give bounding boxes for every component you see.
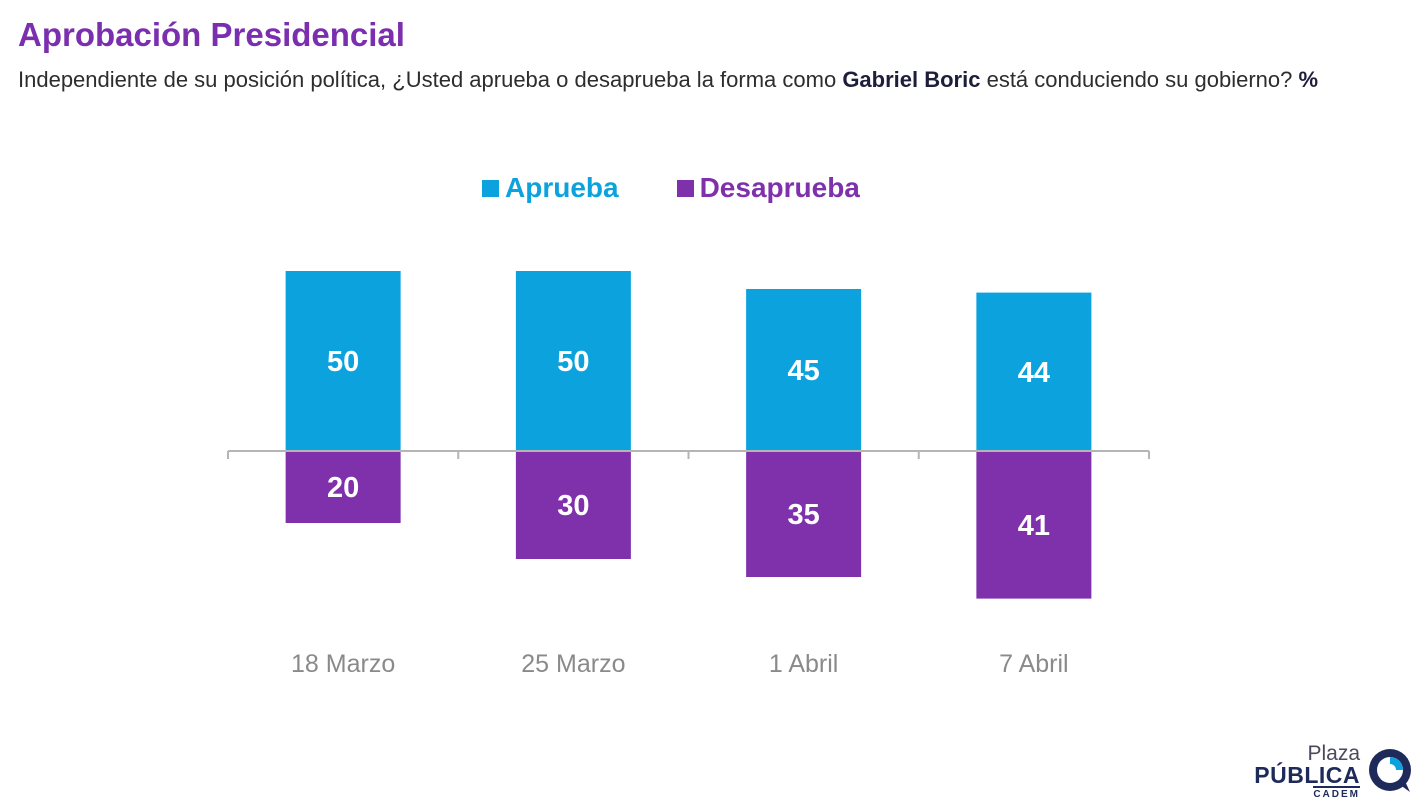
bar-desaprueba-2	[746, 451, 862, 577]
legend-label-desaprueba: Desaprueba	[699, 172, 860, 203]
question-text-pre: Independiente de su posición política, ¿…	[18, 67, 843, 92]
question-text-post: está conduciendo su gobierno?	[980, 67, 1299, 92]
category-label-2: 1 Abril	[769, 650, 838, 678]
logo-text-cadem: CADEM	[1313, 786, 1360, 800]
legend-item-desaprueba: Desaprueba	[676, 172, 860, 204]
data-label-desaprueba-2: 35	[787, 499, 819, 531]
data-label-desaprueba-1: 30	[557, 490, 589, 522]
category-label-3: 7 Abril	[999, 650, 1068, 678]
data-label-aprueba-0: 50	[327, 346, 359, 378]
bar-aprueba-1	[515, 271, 631, 451]
plaza-publica-cadem-logo: Plaza PÚBLICA CADEM	[1254, 742, 1418, 802]
question-unit: %	[1298, 67, 1319, 92]
speech-bubble-icon	[1369, 749, 1411, 792]
bar-aprueba-0	[285, 271, 401, 451]
bar-desaprueba-1	[515, 451, 631, 559]
bar-desaprueba-3	[976, 451, 1092, 599]
logo-text-plaza: Plaza	[1307, 742, 1360, 765]
legend-label-aprueba: Aprueba	[505, 172, 619, 203]
question-subtitle: Independiente de su posición política, ¿…	[18, 66, 1348, 94]
page-title: Aprobación Presidencial	[18, 16, 405, 53]
data-label-aprueba-2: 45	[787, 355, 819, 387]
legend-swatch-aprueba	[482, 179, 499, 197]
logo-text-publica: PÚBLICA	[1254, 762, 1360, 788]
category-label-0: 18 Marzo	[291, 650, 395, 678]
data-label-aprueba-3: 44	[1018, 357, 1050, 389]
question-president-name: Gabriel Boric	[842, 67, 981, 92]
bar-desaprueba-0	[285, 451, 401, 523]
chart-legend: Aprueba Desaprueba	[482, 172, 860, 204]
data-label-desaprueba-3: 41	[1018, 510, 1050, 542]
legend-item-aprueba: Aprueba	[482, 172, 619, 204]
data-label-desaprueba-0: 20	[327, 472, 359, 504]
data-label-aprueba-1: 50	[557, 346, 589, 378]
bar-aprueba-3	[976, 292, 1092, 451]
legend-swatch-desaprueba	[676, 179, 694, 197]
category-label-1: 25 Marzo	[521, 650, 625, 678]
bar-aprueba-2	[746, 289, 862, 451]
